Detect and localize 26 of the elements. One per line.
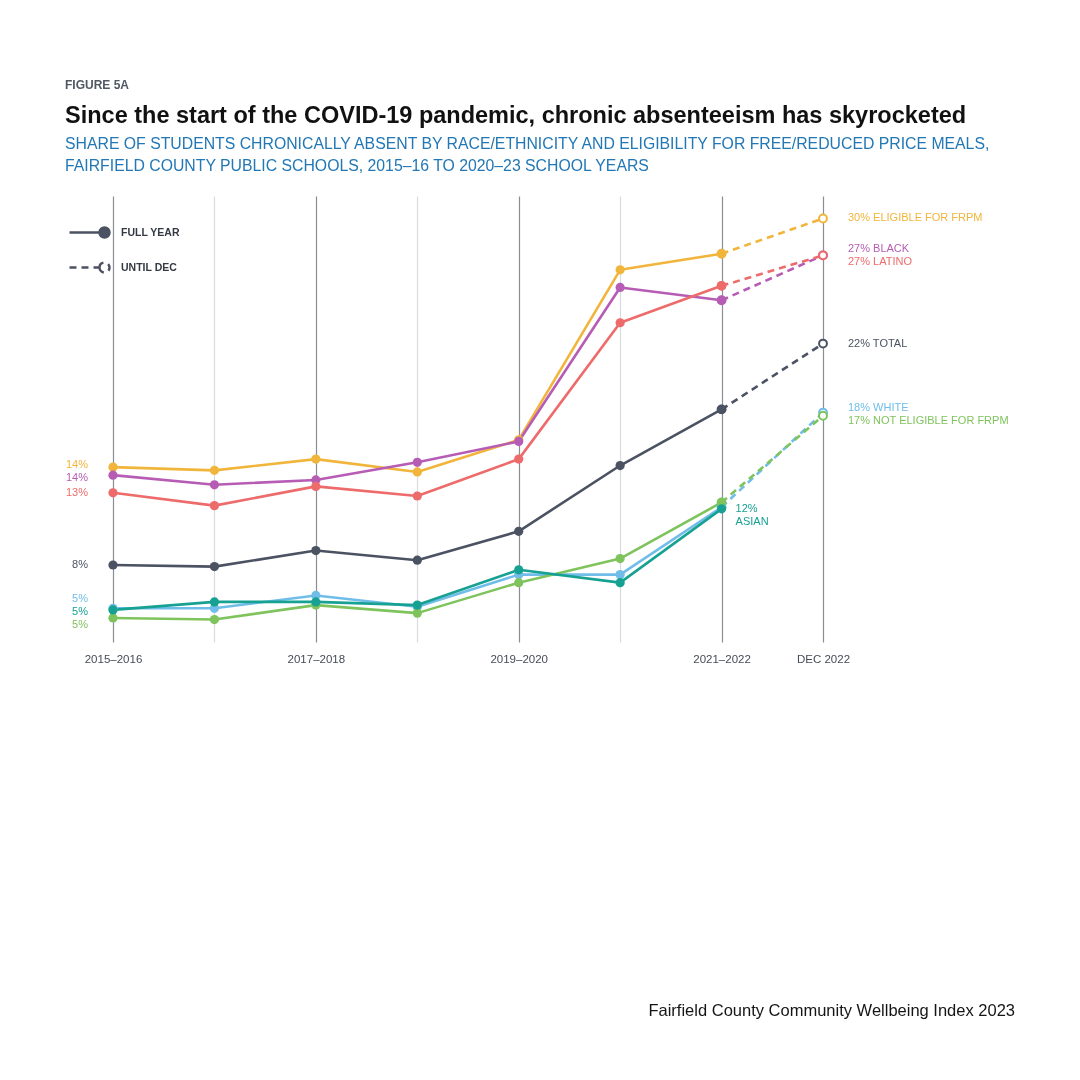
text: Fairfield County Community Wellbeing Index 2023 (648, 1001, 1015, 1019)
data-label: 12% (735, 501, 758, 514)
x-tick-label: DEC 2022 (796, 652, 851, 665)
data-label: 5% (72, 592, 89, 605)
legend-label: FULL YEAR (121, 225, 180, 238)
caption: FIGURE 5A (65, 78, 130, 92)
text: 18% WHITE (848, 400, 909, 413)
text: 17% NOT ELIGIBLE FOR FRPM (848, 413, 1009, 426)
data-label: 13% (65, 485, 89, 498)
data-label: 14% (65, 470, 89, 483)
data-label: 8% (72, 557, 89, 570)
text: 27% BLACK (848, 241, 910, 254)
data-label: 5% (72, 605, 89, 618)
x-tick-label: 2017–2018 (287, 652, 346, 665)
data-label: 5% (72, 618, 89, 631)
series-label: ASIAN (735, 514, 769, 527)
chart-title: Since the start of the COVID-19 pandemic, chronic absenteeism has skyrocketed (65, 102, 967, 128)
legend-label: UNTIL DEC (121, 260, 178, 273)
text: 27% LATINO (848, 254, 912, 267)
x-tick-label: 2015–2016 (84, 652, 143, 665)
data-label: 14% (65, 457, 89, 470)
x-tick-label: 2021–2022 (693, 652, 751, 665)
text: 30% ELIGIBLE FOR FRPM (848, 211, 983, 224)
text: 22% TOTAL (848, 336, 908, 349)
chart-subtitle: SHARE OF STUDENTS CHRONICALLY ABSENT BY RACE/ETHNICITY AND ELIGIBILITY FOR FREE/REDUCED PRICE MEALS, FAIRFIELD COUNTY PUBLIC SCHOOLS, 2015–16 TO 2020–23 SCHOOL YEARS (65, 135, 990, 174)
x-tick-label: 2019–2020 (490, 652, 548, 665)
